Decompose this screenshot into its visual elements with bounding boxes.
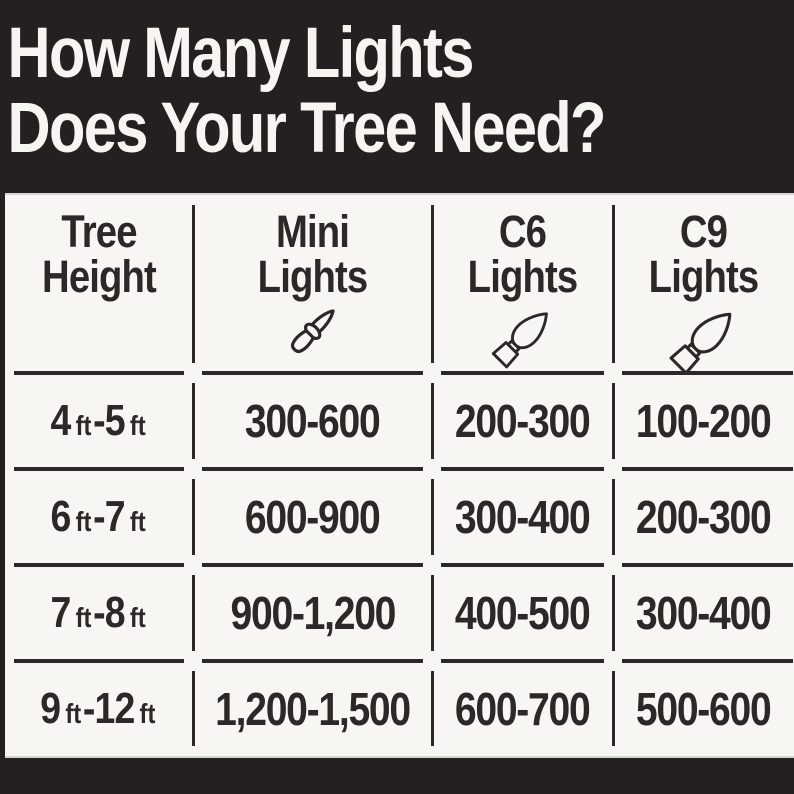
c9-lights-value: 200-300 [636, 491, 772, 543]
tree-height-cell: 7 ft-8 ft [5, 563, 195, 661]
mini-lights-cell: 600-900 [193, 467, 434, 565]
mini-light-icon [281, 299, 345, 363]
c9-lights-value: 100-200 [636, 395, 772, 447]
mini-lights-cell: 900-1,200 [193, 563, 434, 661]
tree-height-cell: 6 ft-7 ft [5, 467, 195, 565]
c9-lights-cell: 200-300 [613, 467, 794, 565]
c9-lights-value: 500-600 [636, 682, 772, 735]
c6-lights-cell: 600-700 [432, 659, 615, 756]
mini-lights-value: 300-600 [245, 395, 381, 447]
mini-lights-value: 600-900 [245, 491, 381, 543]
column-header-label: C9 Lights [648, 206, 759, 302]
column-header-label: Mini Lights [257, 206, 368, 302]
tree-height-value: 9 ft-12 ft [40, 683, 156, 733]
mini-lights-value: 900-1,200 [230, 587, 396, 639]
c9-lights-value: 300-400 [636, 587, 772, 639]
tree-height-cell: 4 ft-5 ft [5, 371, 195, 469]
lights-table: Tree Height Mini Lights [5, 195, 794, 756]
c9-lights-cell: 300-400 [613, 563, 794, 661]
column-header-c6-lights: C6 Lights [432, 195, 615, 373]
c6-lights-value: 300-400 [455, 491, 591, 543]
c6-lights-cell: 300-400 [432, 467, 615, 565]
c9-bulb-icon [662, 299, 746, 383]
mini-lights-cell: 1,200-1,500 [193, 659, 434, 756]
footer-black-band [0, 760, 794, 794]
c6-lights-value: 200-300 [455, 395, 591, 447]
column-header-c9-lights: C9 Lights [613, 195, 794, 375]
c9-lights-cell: 100-200 [613, 371, 794, 469]
mini-lights-cell: 300-600 [193, 371, 434, 469]
tree-height-value: 6 ft-7 ft [50, 492, 146, 541]
c6-lights-value: 600-700 [455, 682, 591, 735]
tree-height-value: 4 ft-5 ft [50, 396, 146, 445]
page-title-line1: How Many Lights [7, 14, 475, 93]
column-header-tree-height: Tree Height [5, 195, 195, 373]
column-header-label: C6 Lights [467, 206, 578, 302]
column-header-label: Tree Height [42, 206, 157, 302]
lights-table-panel: Tree Height Mini Lights [5, 193, 794, 758]
column-header-mini-lights: Mini Lights [193, 195, 434, 373]
page-title-line2: Does Your Tree Need? [7, 88, 607, 168]
c6-lights-value: 400-500 [455, 587, 591, 639]
c6-bulb-icon [484, 299, 562, 377]
mini-lights-value: 1,200-1,500 [215, 682, 411, 735]
tree-height-value: 7 ft-8 ft [50, 588, 146, 637]
c6-lights-cell: 200-300 [432, 371, 615, 469]
tree-height-cell: 9 ft-12 ft [5, 659, 195, 756]
c9-lights-cell: 500-600 [613, 659, 794, 756]
header: How Many Lights Does Your Tree Need? [0, 0, 794, 193]
c6-lights-cell: 400-500 [432, 563, 615, 661]
page-title: How Many Lights Does Your Tree Need? [0, 0, 667, 166]
